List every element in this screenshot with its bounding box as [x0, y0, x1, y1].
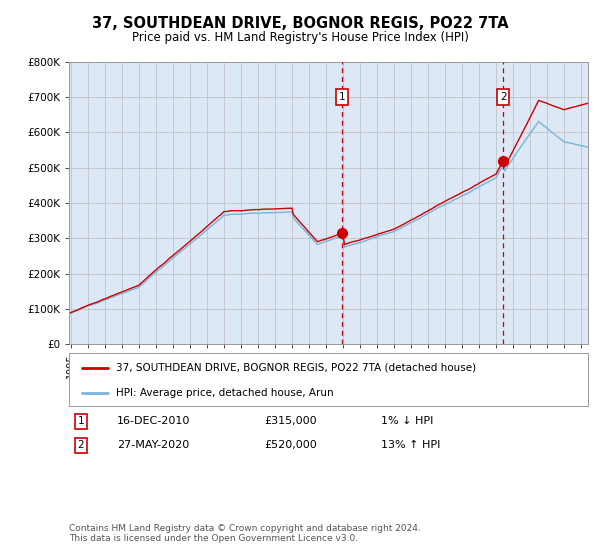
Text: 16-DEC-2010: 16-DEC-2010	[117, 416, 190, 426]
Text: £520,000: £520,000	[264, 440, 317, 450]
Text: 13% ↑ HPI: 13% ↑ HPI	[381, 440, 440, 450]
Text: 27-MAY-2020: 27-MAY-2020	[117, 440, 189, 450]
Text: 2: 2	[77, 440, 85, 450]
Text: Contains HM Land Registry data © Crown copyright and database right 2024.
This d: Contains HM Land Registry data © Crown c…	[69, 524, 421, 543]
Text: Price paid vs. HM Land Registry's House Price Index (HPI): Price paid vs. HM Land Registry's House …	[131, 31, 469, 44]
Text: £315,000: £315,000	[264, 416, 317, 426]
Text: 2: 2	[500, 92, 506, 102]
Text: 37, SOUTHDEAN DRIVE, BOGNOR REGIS, PO22 7TA (detached house): 37, SOUTHDEAN DRIVE, BOGNOR REGIS, PO22 …	[116, 363, 476, 373]
Text: 1: 1	[339, 92, 346, 102]
Text: 37, SOUTHDEAN DRIVE, BOGNOR REGIS, PO22 7TA: 37, SOUTHDEAN DRIVE, BOGNOR REGIS, PO22 …	[92, 16, 508, 31]
Text: 1% ↓ HPI: 1% ↓ HPI	[381, 416, 433, 426]
Text: HPI: Average price, detached house, Arun: HPI: Average price, detached house, Arun	[116, 388, 334, 398]
Text: 1: 1	[77, 416, 85, 426]
